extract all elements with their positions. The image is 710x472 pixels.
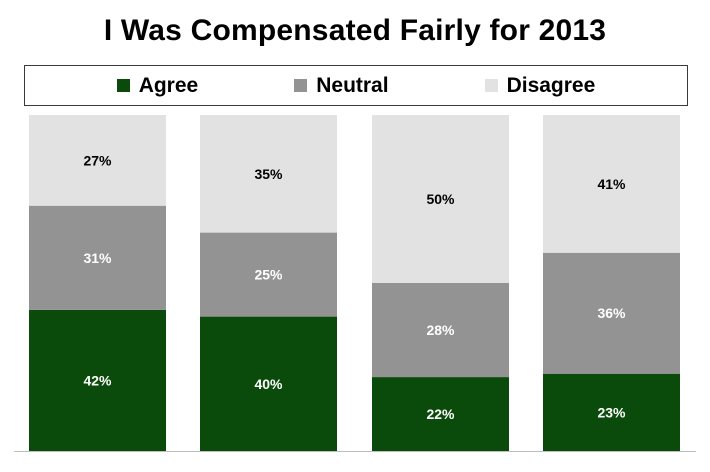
legend-entry-disagree: Disagree [484, 73, 596, 98]
bar-segment-disagree-1 [29, 115, 166, 206]
bar-segment-agree-2 [200, 316, 337, 451]
bar-segment-neutral-2 [200, 232, 337, 317]
legend-entry-neutral: Neutral [294, 73, 389, 98]
data-label-agree-3: 22% [426, 406, 455, 422]
data-label-agree-4: 23% [597, 404, 626, 420]
legend-swatch-disagree [484, 79, 498, 92]
data-label-agree-1: 42% [83, 372, 112, 388]
legend-label-agree: Agree [138, 73, 199, 97]
legend-label-disagree: Disagree [506, 73, 596, 97]
legend-entry-agree: Agree [116, 73, 199, 98]
data-label-neutral-4: 36% [597, 305, 626, 321]
data-label-disagree-1: 27% [83, 152, 112, 168]
chart-title: I Was Compensated Fairly for 2013 [103, 14, 607, 47]
bar-segment-agree-3 [372, 377, 509, 451]
data-label-disagree-4: 41% [597, 176, 626, 192]
bar-segment-agree-4 [543, 373, 680, 451]
bar-segment-neutral-3 [372, 283, 509, 378]
data-label-neutral-3: 28% [426, 322, 455, 338]
bar-segment-disagree-2 [200, 115, 337, 233]
data-label-agree-2: 40% [254, 376, 283, 392]
legend-swatch-agree [116, 79, 130, 92]
bar-segment-agree-1 [29, 309, 166, 451]
legend: Agree Neutral Disagree [24, 65, 688, 106]
data-label-disagree-2: 35% [254, 166, 283, 182]
legend-swatch-neutral [294, 79, 308, 92]
data-label-neutral-1: 31% [83, 250, 112, 266]
bar-segment-neutral-4 [543, 252, 680, 374]
bar-segment-neutral-1 [29, 205, 166, 310]
data-label-disagree-3: 50% [426, 191, 455, 207]
bar-segment-disagree-4 [543, 115, 680, 253]
bar-segment-disagree-3 [372, 115, 509, 283]
data-label-neutral-2: 25% [254, 267, 283, 283]
legend-label-neutral: Neutral [316, 73, 389, 97]
